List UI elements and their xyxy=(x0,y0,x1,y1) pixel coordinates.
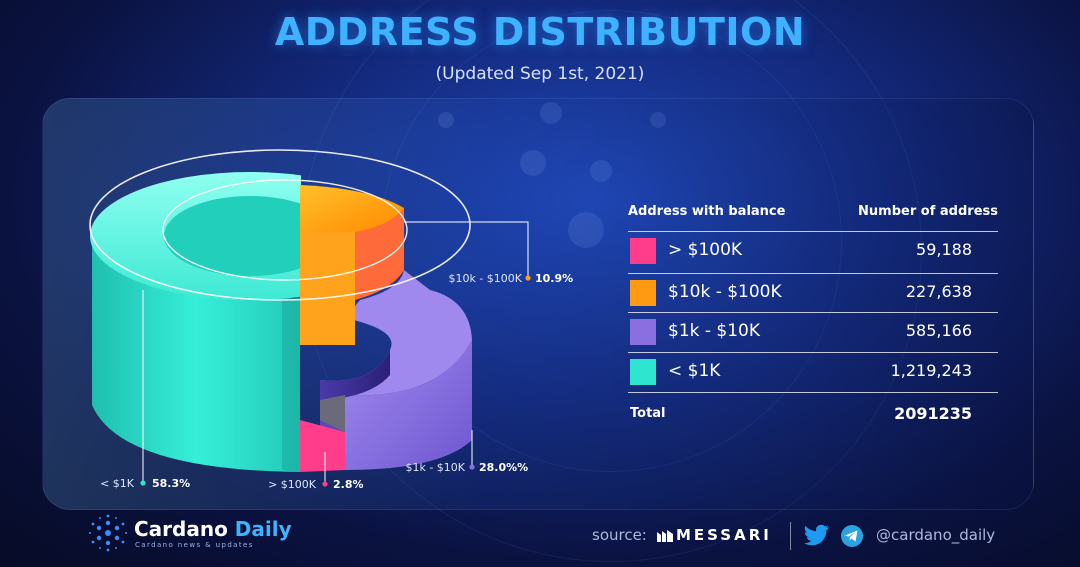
background-dot xyxy=(540,102,562,124)
row-label: $10k - $100K xyxy=(668,282,782,302)
slice-10k-100k-wall xyxy=(300,232,355,345)
social-handle: @cardano_daily xyxy=(876,526,996,544)
background-dot xyxy=(590,160,612,182)
orbit-ring-inner xyxy=(162,179,408,281)
table-row: > $100K 59,188 xyxy=(628,231,998,270)
row-label: $1k - $10K xyxy=(668,321,761,341)
callout-pct-under-1k: 58.3% xyxy=(152,477,190,490)
callout-dot-1k-10k xyxy=(469,464,475,470)
background-dot xyxy=(650,112,666,128)
background-dot xyxy=(520,150,546,176)
source-name: MESSARI xyxy=(676,526,772,544)
column-header-count: Number of address xyxy=(858,204,998,219)
slice-10k-100k-top xyxy=(300,185,404,232)
source-label: source: xyxy=(592,526,647,544)
messari-logo-icon xyxy=(657,530,673,542)
brand-name-main: Cardano xyxy=(134,517,228,541)
callout-pct-1k-10k: 28.0%% xyxy=(479,461,528,474)
telegram-icon[interactable] xyxy=(840,524,864,548)
page-title: ADDRESS DISTRIBUTION xyxy=(274,10,806,54)
callout-dot-under-1k xyxy=(140,480,146,486)
total-label: Total xyxy=(630,406,666,421)
slice-1k-10k-outer-wall xyxy=(345,340,472,470)
page-subtitle: (Updated Sep 1st, 2021) xyxy=(435,64,645,84)
row-value: 227,638 xyxy=(905,282,972,301)
callout-dot-over-100k xyxy=(322,481,328,487)
slice-over-100k-wall xyxy=(300,420,345,472)
row-label: < $1K xyxy=(668,361,721,381)
total-value: 2091235 xyxy=(894,404,972,423)
background-dot xyxy=(568,212,604,248)
slice-10k-100k xyxy=(300,185,404,345)
callout-label-10k-100k: $10k - $100K xyxy=(448,272,522,285)
legend-swatch xyxy=(630,319,656,345)
twitter-icon[interactable] xyxy=(804,524,830,546)
slice-under-1k xyxy=(90,172,301,472)
callout-pct-10k-100k: 10.9% xyxy=(535,272,573,285)
footer-divider xyxy=(790,522,791,550)
row-value: 1,219,243 xyxy=(890,361,972,380)
legend-swatch xyxy=(630,359,656,385)
background-dot xyxy=(438,112,454,128)
row-value: 585,166 xyxy=(905,321,972,340)
callout-dot-10k-100k xyxy=(525,275,531,281)
legend-swatch xyxy=(630,280,656,306)
callout-label-1k-10k: $1k - $10K xyxy=(405,461,465,474)
cardano-logo-icon xyxy=(89,514,127,552)
callout-label-under-1k: < $1K xyxy=(100,477,135,490)
slice-1k-10k-top xyxy=(320,270,472,396)
legend-swatch xyxy=(630,238,656,264)
slice-10k-100k-side xyxy=(355,208,404,300)
slice-over-100k xyxy=(300,395,345,472)
table-divider xyxy=(628,392,998,393)
row-label: > $100K xyxy=(668,240,743,260)
slice-under-1k-hole xyxy=(164,196,301,276)
callout-line-10k-100k xyxy=(404,221,529,276)
table-row: $1k - $10K 585,166 xyxy=(628,312,998,351)
brand-tagline: Cardano news & updates xyxy=(135,541,254,549)
brand-name-accent: Daily xyxy=(234,517,292,541)
table-row: < $1K 1,219,243 xyxy=(628,352,998,391)
brand-name: Cardano Daily xyxy=(134,517,292,541)
slice-over-100k-edge xyxy=(320,395,345,432)
callout-label-over-100k: > $100K xyxy=(268,478,317,491)
callout-pct-over-100k: 2.8% xyxy=(333,478,364,491)
brand: Cardano Daily Cardano news & updates xyxy=(88,513,348,553)
column-header-balance: Address with balance xyxy=(628,204,786,219)
orbit-ring-outer xyxy=(89,149,471,301)
table-row: $10k - $100K 227,638 xyxy=(628,273,998,312)
slice-1k-10k-hole-wall xyxy=(320,350,390,400)
row-value: 59,188 xyxy=(916,240,972,259)
